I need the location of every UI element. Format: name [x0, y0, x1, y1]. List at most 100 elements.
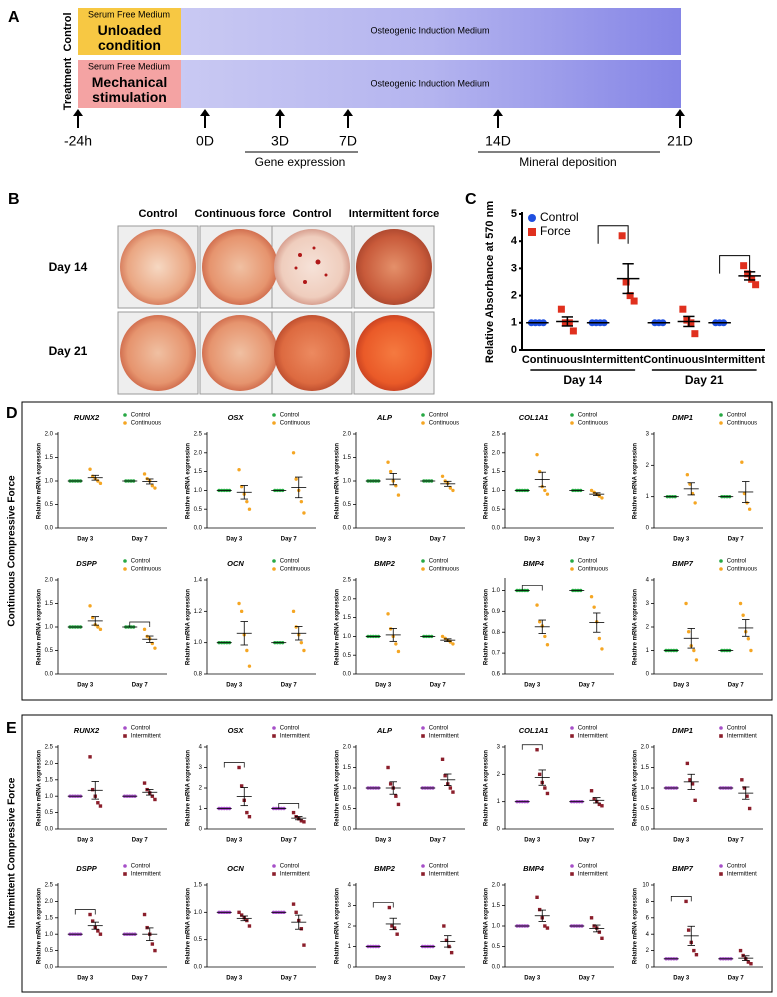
y-tick-label: 2: [348, 924, 352, 930]
nodule: [324, 273, 328, 277]
data-point: [691, 330, 699, 338]
y-tick-label: 2.5: [45, 745, 54, 751]
legend-marker: [272, 872, 276, 876]
y-axis-label: Relative mRNA expression: [186, 888, 192, 964]
y-axis-label: Relative mRNA expression: [633, 589, 639, 665]
x-tick-label: Day 3: [375, 683, 392, 689]
legend-label: Continuous: [578, 567, 608, 573]
significance-bracket: [521, 585, 543, 591]
data-point: [600, 647, 604, 651]
y-tick-label: 0.0: [641, 827, 650, 833]
data-point: [600, 804, 604, 808]
data-point: [448, 486, 453, 490]
y-tick-label: 0.0: [45, 672, 54, 678]
chart-title: DMP1: [672, 413, 693, 422]
y-tick-label: 1.5: [492, 469, 501, 475]
data-point: [302, 511, 306, 515]
x-tick-label: Day 7: [579, 976, 596, 982]
data-point: [387, 905, 392, 910]
y-tick-label: 2.0: [45, 432, 54, 438]
data-point: [738, 948, 743, 953]
data-point: [448, 786, 453, 790]
well: [356, 315, 432, 391]
y-tick-label: 6: [646, 915, 650, 921]
legend-label: Intermittent: [131, 734, 161, 740]
data-point: [395, 932, 399, 936]
x-tick-label: Day 7: [430, 976, 447, 982]
well: [202, 315, 278, 391]
x-tick-label: Day 3: [226, 838, 243, 844]
legend-label: Intermittent: [429, 734, 459, 740]
y-tick-label: 1.5: [343, 455, 352, 461]
legend-label: Control: [727, 726, 746, 732]
data-point: [153, 948, 157, 953]
chart-title: COL1A1: [519, 413, 549, 422]
data-point: [142, 627, 147, 632]
panel-label: D: [6, 405, 18, 422]
legend-label: Control: [540, 210, 579, 224]
data-point: [386, 460, 390, 464]
data-point: [692, 948, 696, 953]
section-box: [21, 401, 773, 701]
data-point: [622, 278, 630, 286]
nodule: [294, 266, 298, 270]
legend-marker: [421, 559, 425, 563]
y-tick-label: 0.0: [343, 672, 352, 678]
data-point: [245, 810, 249, 815]
condition-box: Unloaded condition: [98, 23, 162, 53]
y-tick-label: 1.4: [194, 578, 203, 584]
legend-label: Control: [727, 559, 746, 565]
chart-title: BMP7: [672, 864, 694, 873]
y-tick-label: 2.0: [45, 761, 54, 767]
y-tick-label: 0.0: [492, 965, 501, 971]
nodule: [315, 259, 321, 265]
data-point: [569, 327, 577, 335]
y-tick-label: 1.5: [343, 615, 352, 621]
y-tick-label: 0.5: [492, 944, 501, 950]
data-point: [442, 924, 446, 928]
chart-title: BMP4: [523, 864, 545, 873]
panel-labels: A B C D E: [6, 9, 477, 737]
legend-label: Intermittent: [131, 872, 161, 878]
data-point: [694, 658, 699, 662]
legend-label: Force: [540, 224, 571, 238]
y-tick-label: 2.0: [343, 432, 352, 438]
y-tick-label: 0: [511, 344, 517, 356]
legend-label: Control: [727, 413, 746, 419]
data-point: [440, 474, 445, 478]
data-point: [630, 297, 638, 305]
data-point: [744, 270, 752, 278]
y-tick-label: 1.5: [45, 915, 54, 921]
data-point: [390, 924, 394, 928]
chart-title: RUNX2: [74, 413, 100, 422]
data-point: [686, 928, 691, 932]
y-tick-label: 0: [646, 965, 650, 971]
chart-title: RUNX2: [74, 726, 100, 735]
data-point: [394, 642, 398, 646]
legend-marker: [123, 421, 127, 425]
data-point: [537, 772, 542, 777]
data-point: [299, 640, 304, 645]
y-tick-label: 1.5: [194, 469, 203, 475]
data-point: [98, 932, 103, 936]
nodule: [303, 280, 307, 284]
y-tick-label: 1.5: [641, 765, 650, 771]
y-tick-label: 4: [511, 235, 518, 247]
data-point: [740, 262, 748, 270]
well: [202, 229, 278, 305]
data-point: [589, 789, 594, 793]
data-point: [96, 625, 100, 629]
y-tick-label: 2.5: [45, 883, 54, 889]
data-point: [684, 899, 688, 904]
y-tick-label: 3: [511, 262, 517, 274]
legend-marker: [272, 413, 276, 417]
chart-title: ALP: [376, 413, 393, 422]
data-point: [299, 819, 304, 823]
legend-marker: [421, 726, 425, 730]
legend-marker: [570, 559, 574, 563]
data-point: [142, 781, 147, 785]
y-tick-label: 0.5: [492, 507, 501, 513]
serum-box: [78, 60, 181, 108]
legend-marker: [272, 734, 276, 738]
